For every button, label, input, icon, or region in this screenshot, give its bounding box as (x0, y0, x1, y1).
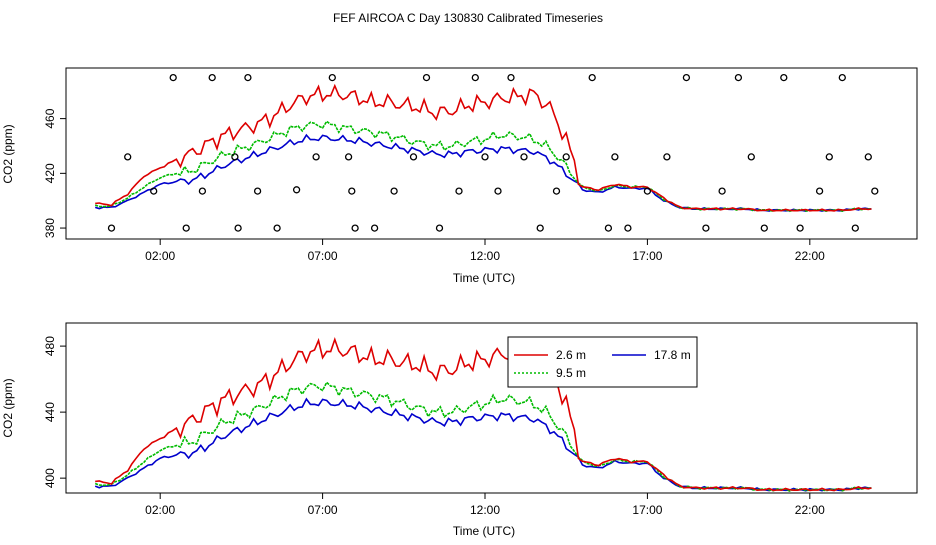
y-tick-label: 460 (43, 108, 57, 128)
x-tick-label: 22:00 (795, 503, 825, 517)
series-line-9_5m (94, 381, 872, 492)
legend-label-2.6m: 2.6 m (556, 348, 586, 362)
flag-point (588, 73, 596, 82)
flag-point (409, 153, 418, 161)
flag-point (435, 224, 444, 232)
flag-point (344, 153, 353, 161)
flag-point (682, 73, 691, 82)
flag-point (390, 187, 398, 195)
legend-label-17.8m: 17.8 m (654, 348, 691, 362)
flag-point (796, 224, 804, 232)
x-tick-label: 12:00 (470, 249, 500, 263)
flag-point (624, 224, 632, 232)
series-line-2_6m (95, 83, 872, 212)
flag-point (851, 224, 859, 232)
series-group (94, 73, 879, 232)
flag-point (507, 73, 515, 82)
y-axis-label: CO2 (ppm) (1, 378, 15, 437)
flag-point (747, 153, 755, 161)
flag-point (815, 187, 824, 195)
series-line-17_8m (94, 133, 872, 213)
flag-point (864, 153, 872, 161)
y-axis-label: CO2 (ppm) (1, 124, 15, 183)
x-tick-label: 17:00 (632, 503, 662, 517)
x-tick-label: 12:00 (470, 503, 500, 517)
flag-point (169, 73, 177, 82)
y-tick-label: 400 (43, 468, 57, 488)
flag-point (536, 224, 544, 232)
plot-area (65, 322, 918, 494)
flag-point (107, 224, 116, 232)
flag-point (562, 153, 570, 161)
flag-point (273, 224, 281, 232)
flag-point (552, 187, 561, 195)
flag-point (871, 187, 879, 195)
series-line-2_6m (95, 337, 872, 492)
panel-bottom: 02:00 07:00 12:00 17:00 22:00 400 440 480 Time… (1, 322, 918, 538)
flag-point (253, 187, 262, 195)
flag-point (780, 73, 788, 82)
y-axis: 380 420 460 (43, 108, 66, 238)
flag-point (702, 224, 710, 232)
flag-point (370, 224, 379, 232)
x-axis-label: Time (UTC) (453, 524, 515, 538)
series-line-9_5m (94, 120, 872, 213)
flag-point (520, 153, 528, 161)
flag-point (124, 153, 132, 161)
flag-point (150, 187, 158, 195)
legend-label-9.5m: 9.5 m (556, 366, 586, 380)
y-tick-label: 420 (43, 163, 57, 183)
flag-point (292, 186, 301, 194)
flag-point (422, 73, 431, 82)
x-tick-label: 02:00 (145, 503, 175, 517)
flag-point (328, 73, 336, 82)
x-axis: 02:00 07:00 12:00 17:00 22:00 (145, 493, 825, 517)
flag-point (643, 187, 652, 195)
flag-point (182, 224, 190, 232)
flag-point (494, 187, 502, 195)
x-axis: 02:00 07:00 12:00 17:00 22:00 (145, 239, 825, 263)
flag-point (234, 224, 242, 232)
flag-point (825, 153, 833, 161)
y-tick-label: 480 (43, 336, 57, 356)
y-tick-label: 380 (43, 218, 57, 238)
flag-point (604, 224, 613, 232)
flag-point (231, 153, 239, 161)
chart-title: FEF AIRCOA C Day 130830 Calibrated Times… (333, 11, 603, 25)
x-tick-label: 02:00 (145, 249, 175, 263)
flag-point (198, 187, 207, 195)
flag-point (611, 153, 619, 161)
x-tick-label: 17:00 (632, 249, 662, 263)
flag-point (208, 73, 216, 82)
flag-point (481, 153, 489, 161)
flag-point (663, 153, 671, 161)
flag-point (718, 187, 726, 195)
x-tick-label: 22:00 (795, 249, 825, 263)
legend: 2.6 m 9.5 m 17.8 m (507, 336, 698, 388)
flag-point (760, 224, 768, 232)
flag-point (351, 224, 359, 232)
flag-point (471, 73, 479, 82)
y-tick-label: 440 (43, 402, 57, 422)
flag-point (734, 73, 743, 82)
panel-top: 02:00 07:00 12:00 17:00 22:00 380 420 460 Time… (1, 67, 918, 285)
flag-point (348, 187, 356, 195)
y-axis: 400 440 480 (43, 336, 66, 488)
flag-point (455, 187, 463, 195)
x-axis-label: Time (UTC) (453, 271, 515, 285)
x-tick-label: 07:00 (308, 503, 338, 517)
x-tick-label: 07:00 (308, 249, 338, 263)
flag-point (312, 153, 320, 161)
series-line-17_8m (94, 397, 872, 492)
legend-box (507, 336, 698, 388)
plot-area (65, 67, 918, 240)
series-group (94, 337, 872, 492)
flag-point (244, 73, 252, 82)
flag-point (838, 73, 846, 82)
